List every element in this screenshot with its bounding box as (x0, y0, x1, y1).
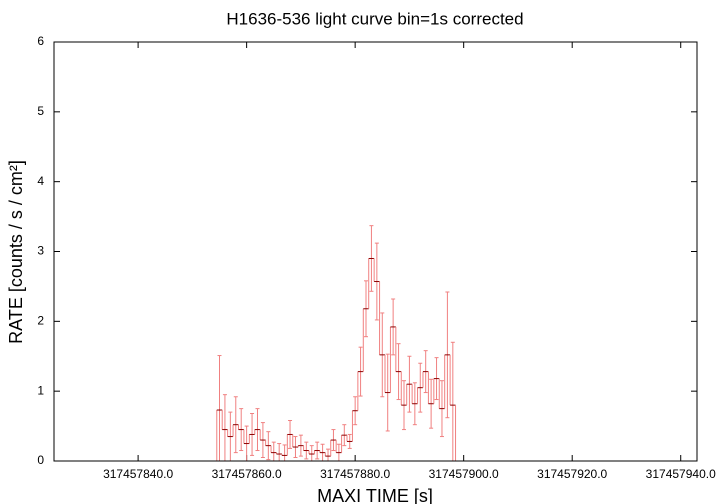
y-tick-label: 5 (37, 104, 44, 118)
y-tick-label: 2 (37, 314, 44, 328)
y-tick-label: 4 (37, 174, 44, 188)
y-tick-label: 3 (37, 244, 44, 258)
y-axis-label: RATE [counts / s / cm²] (6, 160, 26, 344)
y-tick-label: 6 (37, 34, 44, 48)
x-tick-label: 317457880.0 (320, 467, 390, 481)
y-tick-label: 1 (37, 383, 44, 397)
x-axis-label: MAXI TIME [s] (317, 486, 433, 504)
x-tick-label: 317457920.0 (537, 467, 607, 481)
x-tick-label: 317457860.0 (212, 467, 282, 481)
x-tick-label: 317457900.0 (429, 467, 499, 481)
x-tick-label: 317457940.0 (646, 467, 716, 481)
y-tick-label: 0 (37, 453, 44, 467)
x-tick-label: 317457840.0 (103, 467, 173, 481)
chart-title: H1636-536 light curve bin=1s corrected (226, 9, 523, 28)
plot-frame (53, 41, 698, 462)
